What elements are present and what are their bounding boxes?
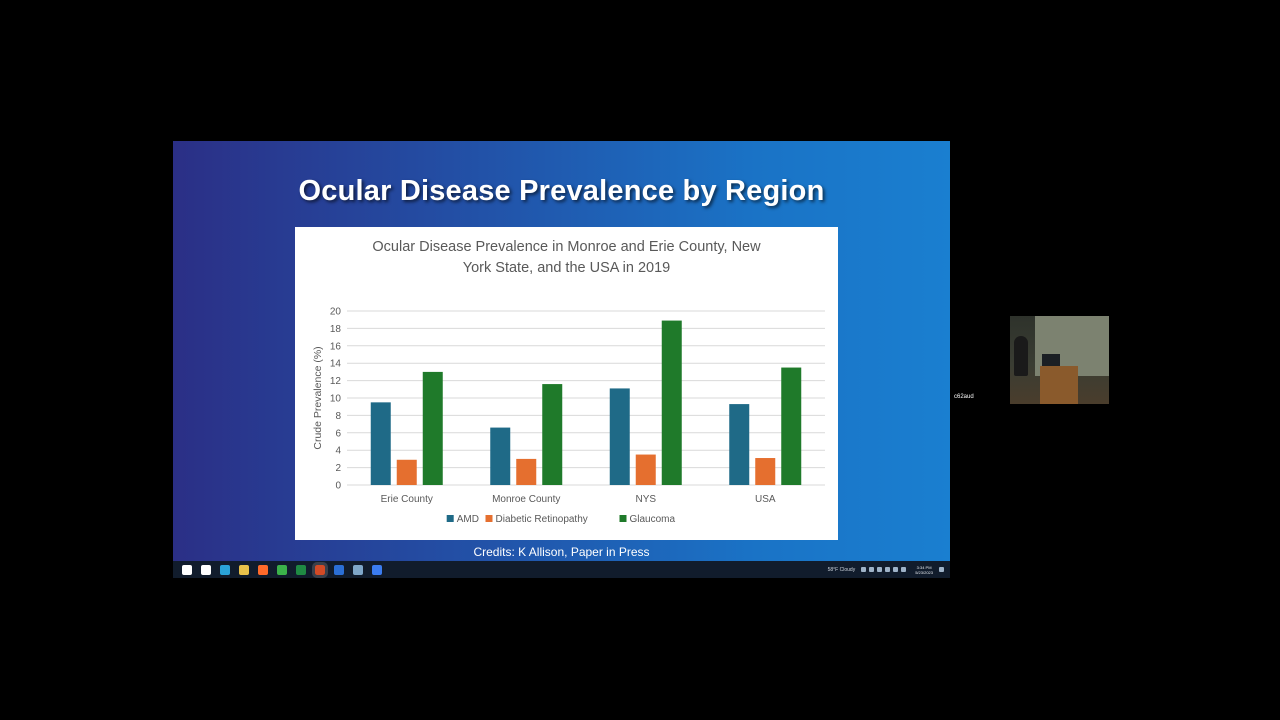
taskbar-apps (173, 561, 382, 578)
legend-swatch (446, 515, 454, 522)
bar-chart: Ocular Disease Prevalence in Monroe and … (312, 239, 825, 525)
bar (729, 404, 750, 485)
zoom-icon[interactable] (372, 564, 382, 575)
y-tick-label: 20 (330, 307, 342, 318)
bar (370, 402, 391, 485)
y-tick-label: 16 (330, 341, 342, 352)
x-tick-label: Monroe County (492, 494, 560, 505)
firefox-icon[interactable] (258, 564, 268, 575)
legend-swatch (485, 515, 493, 522)
y-tick-label: 10 (330, 394, 342, 405)
windows-start-icon[interactable] (182, 564, 192, 575)
excel-icon[interactable] (296, 564, 306, 575)
tray-icon[interactable] (861, 567, 867, 572)
tray-icon[interactable] (893, 567, 899, 572)
bar (542, 384, 563, 485)
taskbar-clock[interactable]: 3:34 PM 5/23/2023 (915, 565, 933, 575)
clock-date: 5/23/2023 (915, 569, 933, 575)
notification-icon[interactable] (939, 567, 944, 572)
webcam-podium (1040, 366, 1078, 404)
y-tick-label: 0 (335, 481, 341, 492)
slide-credits: Credits: K Allison, Paper in Press (473, 545, 650, 559)
powerpoint-icon[interactable] (312, 561, 328, 578)
chart-container: Ocular Disease Prevalence in Monroe and … (295, 227, 838, 540)
chrome-icon[interactable] (277, 564, 287, 575)
bar (755, 458, 776, 485)
tray-icon[interactable] (901, 567, 907, 572)
tray-icon[interactable] (885, 567, 891, 572)
legend-label: Glaucoma (630, 514, 676, 525)
chart-title: Ocular Disease Prevalence in Monroe and … (372, 239, 761, 255)
tray-icon[interactable] (877, 567, 883, 572)
y-tick-label: 4 (335, 446, 341, 457)
webcam-label: c62aud (954, 394, 974, 400)
bar (422, 371, 443, 485)
x-tick-label: NYS (635, 494, 656, 505)
notepad-icon[interactable] (353, 564, 363, 575)
bar (661, 320, 682, 485)
edge-icon[interactable] (220, 564, 230, 575)
y-axis-label: Crude Prevalence (%) (312, 346, 324, 449)
presentation-slide: Ocular Disease Prevalence by Region Ocul… (173, 141, 950, 561)
chart-title: York State, and the USA in 2019 (463, 260, 670, 276)
y-tick-label: 12 (330, 376, 342, 387)
y-tick-label: 2 (335, 463, 341, 474)
bar (781, 367, 802, 485)
y-tick-label: 18 (330, 324, 342, 335)
x-tick-label: USA (755, 494, 776, 505)
legend-label: Diabetic Retinopathy (496, 514, 588, 525)
bar (396, 459, 417, 485)
y-tick-label: 14 (330, 359, 342, 370)
slide-title: Ocular Disease Prevalence by Region (298, 175, 825, 207)
bar (516, 458, 537, 485)
legend-swatch (619, 515, 627, 522)
legend-label: AMD (457, 514, 479, 525)
webcam-feed (1010, 316, 1109, 404)
search-icon[interactable] (201, 564, 211, 575)
bar (609, 388, 630, 485)
y-tick-label: 8 (335, 411, 341, 422)
tray-icon[interactable] (869, 567, 875, 572)
outlook-icon[interactable] (334, 564, 344, 575)
webcam-monitor (1042, 354, 1060, 366)
y-tick-label: 6 (335, 428, 341, 439)
webcam-presenter (1014, 336, 1028, 376)
bar (635, 454, 656, 485)
file-explorer-icon[interactable] (239, 564, 249, 575)
bar (490, 427, 511, 485)
x-tick-label: Erie County (381, 494, 433, 505)
weather-widget[interactable]: 58°F Cloudy (827, 566, 856, 573)
taskbar: 58°F Cloudy 3:34 PM 5/23/2023 (173, 561, 950, 578)
clock-time: 3:34 PM (916, 564, 932, 570)
